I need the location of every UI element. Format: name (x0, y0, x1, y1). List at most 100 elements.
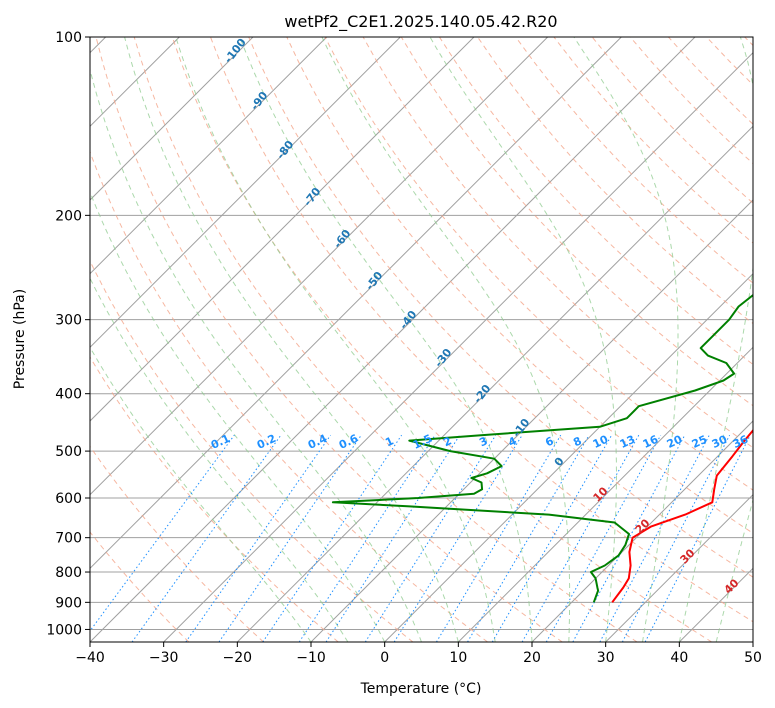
mixing-ratio-label: 3 (477, 434, 489, 449)
y-tick-label: 700 (55, 531, 82, 547)
moist-adiabat-label: 20 (633, 516, 653, 536)
isotherm-line (457, 346, 753, 642)
dry-adiabat-line (744, 37, 753, 47)
x-tick-label: −40 (75, 650, 105, 666)
x-tick-label: 30 (597, 650, 615, 666)
dry-adiabat-line (90, 356, 339, 642)
mixing-ratio-line (467, 434, 590, 642)
y-tick-label: 300 (55, 313, 82, 329)
dry-adiabat-line (133, 37, 638, 642)
moist-adiabat-line (573, 37, 679, 642)
moist-adiabat-line (124, 37, 459, 642)
dry-adiabat-label: -60 (331, 227, 354, 251)
mixing-ratio-line (435, 434, 562, 642)
isotherm-line (90, 37, 254, 201)
y-tick-label: 800 (55, 565, 82, 581)
dry-adiabat-line (90, 445, 264, 642)
moist-adiabat-line (715, 498, 753, 642)
mixing-ratio-label: 0.4 (306, 432, 329, 452)
mixing-ratio-line (644, 434, 751, 642)
mixing-ratio-label: 8 (571, 434, 583, 449)
dry-adiabat-label: -30 (432, 346, 455, 370)
isotherm-line (90, 37, 328, 275)
dry-adiabat-label: 0 (552, 455, 567, 469)
moist-adiabat-label: 40 (722, 576, 742, 596)
x-tick-label: −30 (149, 650, 179, 666)
mixing-ratio-line (298, 434, 436, 642)
x-tick-label: 0 (380, 650, 389, 666)
y-tick-label: 900 (55, 595, 82, 611)
dry-adiabat-line (95, 37, 563, 642)
mixing-ratio-line (599, 434, 710, 642)
mixing-ratio-line (262, 434, 403, 642)
mixing-ratio-line (545, 434, 662, 642)
y-tick-label: 1000 (46, 622, 82, 638)
mixing-ratio-line (621, 434, 731, 642)
isotherm-line (678, 567, 753, 642)
mixing-ratio-label: 13 (618, 433, 637, 451)
moist-adiabat-line (90, 277, 349, 642)
moist-adiabat-label: 10 (591, 484, 611, 504)
dry-adiabat-line (400, 37, 753, 407)
isotherm-line (752, 641, 753, 642)
mixing-ratio-line (90, 434, 235, 632)
mixing-ratio-line (393, 434, 523, 642)
mixing-ratio-label: 16 (641, 433, 661, 451)
isotherm-line (384, 272, 753, 642)
dry-adiabat-line (90, 259, 414, 642)
dry-adiabat-label: -50 (363, 269, 386, 293)
mixing-ratio-label: 1 (383, 434, 395, 449)
isotherm-line (90, 37, 696, 642)
x-tick-label: 50 (744, 650, 762, 666)
isotherm-line (90, 37, 401, 349)
moist-adiabat-line (239, 37, 533, 642)
mixing-ratio-line (491, 434, 613, 642)
x-axis-title: Temperature (°C) (360, 681, 482, 697)
mixing-ratio-label: 20 (665, 433, 685, 451)
isotherm-line (90, 37, 622, 570)
chart-title: wetPf2_C2E1.2025.140.05.42.R20 (284, 12, 557, 32)
mixing-ratio-label: 10 (591, 433, 611, 451)
isotherm-line (310, 199, 753, 642)
y-axis-title: Pressure (hPa) (12, 289, 28, 389)
moist-adiabat-line (90, 346, 312, 642)
dry-adiabat-line (248, 37, 753, 578)
x-tick-label: 10 (449, 650, 467, 666)
dry-adiabat-line (90, 150, 488, 642)
moist-adiabat-line (321, 37, 571, 642)
isotherm-line (90, 37, 549, 496)
mixing-ratio-line (325, 434, 461, 642)
moist-adiabat-line (429, 37, 617, 642)
dry-adiabat-label: -80 (274, 138, 297, 162)
y-tick-label: 500 (55, 444, 82, 460)
mixing-ratio-line (218, 434, 362, 642)
x-tick-label: 40 (670, 650, 688, 666)
plot-frame (89, 36, 754, 643)
moist-adiabat-line (90, 190, 386, 642)
mixing-ratio-label: 36 (731, 433, 751, 451)
x-tick-label: −20 (223, 650, 253, 666)
moist-adiabat-line (175, 37, 496, 642)
y-tick-label: 600 (55, 491, 82, 507)
dry-adiabat-line (515, 37, 753, 284)
dry-adiabat-label: -20 (471, 382, 494, 406)
dry-adiabat-label: -70 (301, 185, 324, 209)
mixing-ratio-line (364, 434, 497, 642)
isotherm-line (163, 51, 753, 642)
mixing-ratio-label: 25 (690, 433, 709, 451)
temperature-profile-line (611, 428, 753, 603)
isotherm-line (236, 125, 753, 642)
dry-adiabat-label: -40 (397, 308, 420, 332)
dry-adiabat-line (171, 37, 712, 642)
mixing-ratio-label: 0.2 (255, 432, 278, 452)
isotherm-line (605, 493, 753, 642)
x-tick-label: 20 (523, 650, 541, 666)
dry-adiabat-line (90, 531, 190, 642)
mixing-ratio-line (521, 434, 640, 642)
moist-adiabat-label: 30 (678, 546, 698, 566)
mixing-ratio-line (131, 434, 282, 642)
y-tick-label: 100 (55, 30, 82, 46)
mixing-ratio-label: 0.1 (209, 432, 232, 452)
dry-adiabat-line (286, 37, 753, 534)
y-tick-label: 400 (55, 387, 82, 403)
